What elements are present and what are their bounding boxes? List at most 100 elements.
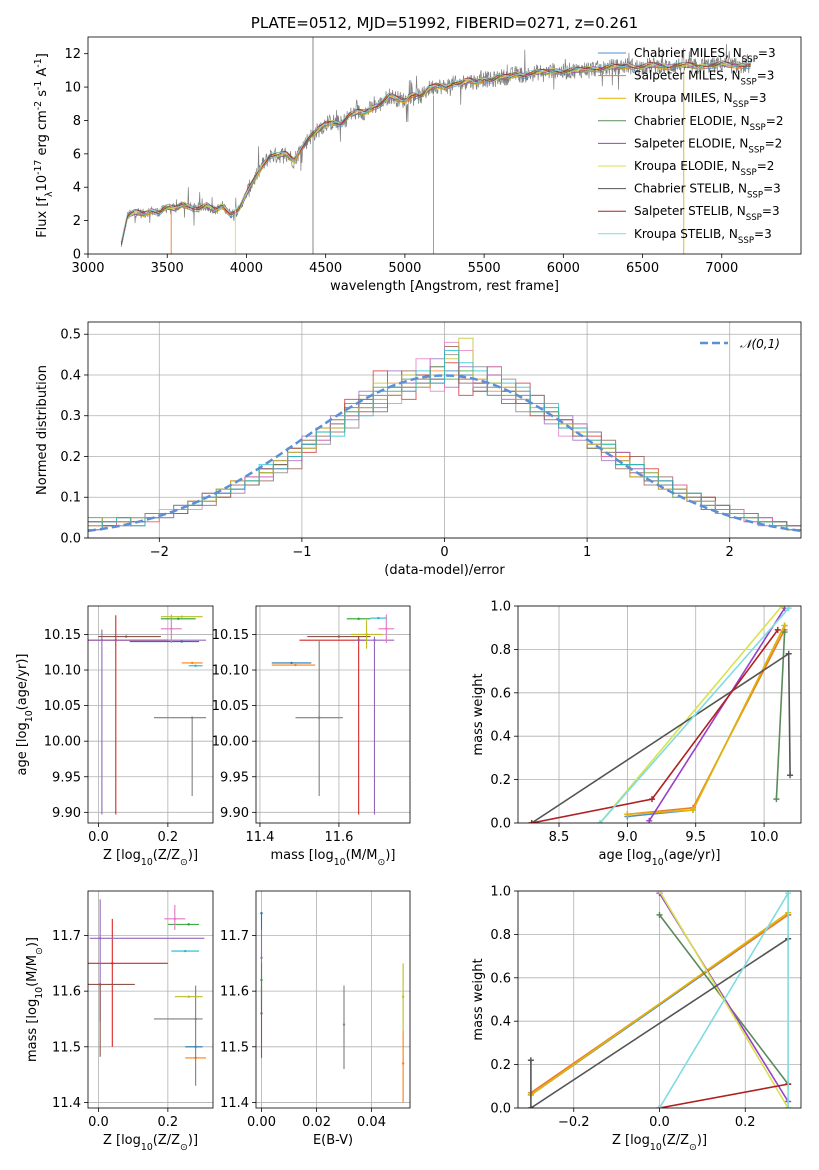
x-tick-label: 5000 (388, 261, 421, 276)
axes-frame (87, 890, 214, 1109)
plot-area (260, 912, 405, 1103)
legend: 𝒩(0,1) (700, 337, 780, 351)
weight-marker (648, 796, 655, 803)
model-line-7 (120, 60, 751, 244)
y-tick-label: 10.05 (212, 699, 249, 714)
model-line-8 (120, 60, 751, 242)
gridlines (88, 891, 213, 1108)
weight-line-6 (531, 652, 791, 823)
weight-line-1 (627, 629, 786, 816)
y-tick-label: 6 (73, 147, 81, 162)
axis-front: 0.00 0.02 0.04 11.4 11.5 11.6 11.7 E(B-V) (220, 890, 411, 1148)
x-tick-label: 9.5 (685, 830, 706, 845)
y-tick-label: 9.90 (220, 806, 249, 821)
y-tick-label: 8 (73, 114, 81, 129)
data-point (260, 978, 263, 982)
data-point (194, 664, 197, 667)
y-tick-label: 0.4 (60, 368, 81, 383)
x-tick-label: 1 (583, 545, 591, 560)
axis-front: 11.4 11.6 9.90 9.95 10.00 10.05 10.10 10.15 mass… (212, 605, 411, 868)
weight-marker (624, 811, 631, 818)
weight-marker (781, 622, 788, 629)
x-tick-label: 0.04 (357, 1115, 386, 1130)
y-tick-label: 1.0 (490, 885, 511, 900)
weight-marker (527, 1105, 534, 1108)
plot-area (88, 337, 801, 533)
legend-label: Kroupa ELODIE, NSSP=2 (634, 159, 774, 178)
weight-line-6 (530, 938, 789, 1108)
x-tick-label: 0.0 (88, 830, 109, 845)
weight-marker (527, 1057, 534, 1064)
weight-marker (656, 1105, 663, 1108)
weight-line-8 (599, 607, 790, 823)
data-point (184, 949, 187, 953)
data-point (294, 663, 297, 667)
x-tick-label: 0.00 (247, 1115, 276, 1130)
data-point (177, 617, 180, 621)
x-axis-label: E(B-V) (313, 1133, 353, 1148)
x-tick-label: −0.2 (558, 1115, 590, 1130)
axes-frame (87, 605, 214, 824)
model-line-5 (120, 62, 751, 245)
weight-line-5 (599, 606, 783, 823)
x-tick-label: 3500 (151, 261, 184, 276)
weight-marker (781, 629, 788, 636)
axis-front: −0.2 0.0 0.2 0.0 0.2 0.4 0.6 0.8 1.0 Z [log10(Z/Z… (471, 885, 802, 1153)
x-tick-label: 4000 (230, 261, 263, 276)
axes-mass_vs_EBV: 0.00 0.02 0.04 11.4 11.5 11.6 11.7 E(B-V) (220, 890, 411, 1148)
axes-frame (87, 36, 802, 255)
x-tick-label: 11.4 (245, 830, 274, 845)
weight-marker (656, 891, 663, 894)
y-tick-label: 0.0 (490, 1102, 511, 1117)
y-tick-label: 9.95 (52, 770, 81, 785)
y-tick-label: 11.6 (52, 985, 81, 1000)
weight-line-4 (648, 607, 786, 822)
weight-marker (656, 911, 663, 918)
y-tick-label: 1.0 (490, 600, 511, 615)
data-point (187, 995, 190, 998)
y-tick-label: 10.10 (212, 664, 249, 679)
x-tick-label: 10.0 (750, 830, 779, 845)
y-axis-label: age [log10(age/yr)] (15, 654, 35, 776)
y-tick-label: 11.5 (220, 1040, 249, 1055)
y-tick-label: 0.6 (490, 971, 511, 986)
x-axis-label: wavelength [Angstrom, rest frame] (330, 279, 559, 294)
y-tick-label: 0.0 (490, 817, 511, 832)
legend-label: Kroupa STELIB, NSSP=3 (634, 227, 772, 246)
figure-title: PLATE=0512, MJD=51992, FIBERID=0271, z=0… (251, 14, 638, 32)
y-tick-label: 10.15 (212, 628, 249, 643)
data-point (111, 962, 114, 965)
plot-area (528, 606, 794, 823)
y-axis-label: Normed distribution (35, 365, 50, 495)
weight-marker (773, 796, 780, 803)
x-tick-label: 6500 (626, 261, 659, 276)
weight-line-7 (659, 1083, 789, 1108)
x-tick-label: 0.0 (88, 1115, 109, 1130)
data-point (180, 615, 183, 618)
data-point (194, 1017, 197, 1021)
weight-marker (787, 772, 794, 779)
x-axis-label: mass [log10(M/M⊙)] (271, 848, 396, 868)
gridlines (256, 606, 410, 823)
data-point (401, 1062, 405, 1065)
y-axis-label: Flux [fλ10-17 erg cm-2 s-1 A-1] (33, 53, 55, 238)
axes-residuals: −2 −1 0 1 2 0.0 0.1 0.2 0.3 0.4 0.5 (data-model)/er… (35, 321, 802, 578)
data-point (373, 638, 376, 642)
weight-line-2 (530, 912, 789, 1096)
x-axis-label: (data-model)/error (384, 563, 505, 578)
plot-area (271, 614, 395, 815)
data-point (98, 937, 102, 940)
y-tick-label: 0.2 (490, 773, 511, 788)
data-point (385, 627, 388, 630)
x-tick-label: 0.2 (735, 1115, 756, 1130)
data-point (365, 633, 368, 636)
weight-marker (528, 820, 535, 823)
legend-label: Kroupa MILES, NSSP=3 (634, 91, 767, 110)
axis-front: 8.5 9.0 9.5 10.0 0.0 0.2 0.4 0.6 0.8 1.0 age [log1… (471, 600, 802, 868)
data-point (98, 983, 102, 986)
legend-label: Salpeter MILES, NSSP=3 (634, 69, 774, 88)
y-tick-label: 11.4 (220, 1096, 249, 1111)
x-tick-label: 0.0 (649, 1115, 670, 1130)
x-tick-label: 0 (440, 545, 448, 560)
